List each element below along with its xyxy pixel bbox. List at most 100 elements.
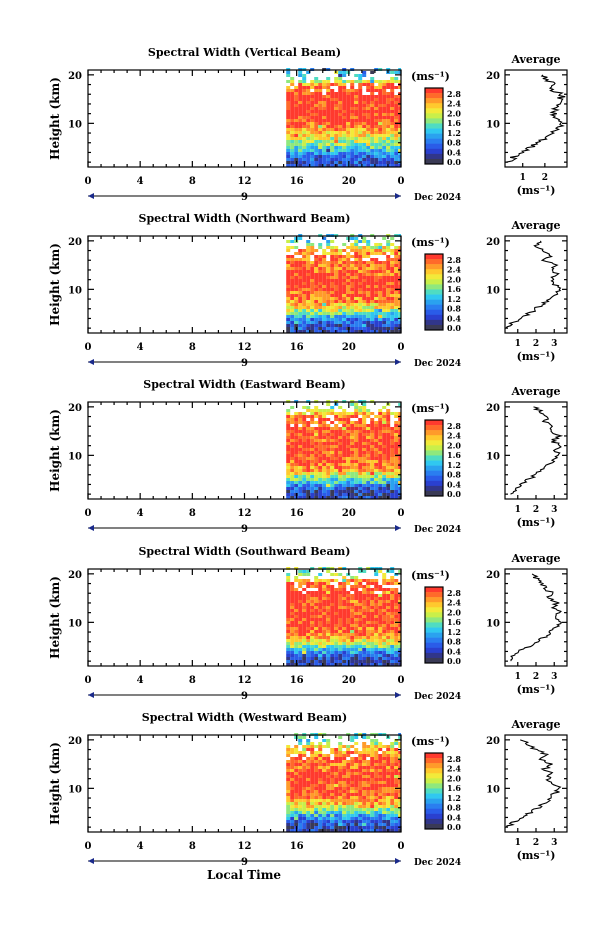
heatmap-cell xyxy=(322,421,327,424)
heatmap-cell xyxy=(370,463,375,466)
x-tick-label: 8 xyxy=(189,342,196,353)
heatmap-cell xyxy=(350,493,355,496)
heatmap-cell xyxy=(334,790,339,793)
heatmap-cell xyxy=(290,660,295,663)
heatmap-cell xyxy=(362,125,367,128)
heatmap-cell xyxy=(290,80,295,83)
heatmap-cell xyxy=(322,131,327,134)
heatmap-cell xyxy=(350,107,355,110)
heatmap-cell xyxy=(374,609,379,612)
heatmap-cell xyxy=(318,648,323,651)
heatmap-cell xyxy=(398,143,401,146)
heatmap-cell xyxy=(358,609,363,612)
heatmap-cell xyxy=(362,285,367,288)
heatmap-cell xyxy=(334,799,339,802)
heatmap-cell xyxy=(322,475,327,478)
heatmap-cell xyxy=(322,814,327,817)
heatmap-cell xyxy=(342,264,347,267)
heatmap-cell xyxy=(378,826,383,829)
heatmap-cell xyxy=(378,279,383,282)
heatmap-cell xyxy=(318,585,323,588)
heatmap-cell xyxy=(382,454,387,457)
heatmap-cell xyxy=(286,451,291,454)
heatmap-cell xyxy=(390,633,395,636)
heatmap-cell xyxy=(314,757,319,760)
heatmap-cell xyxy=(334,98,339,101)
heatmap-cell xyxy=(382,814,387,817)
heatmap-cell xyxy=(310,606,315,609)
heatmap-cell xyxy=(374,769,379,772)
heatmap-cell xyxy=(386,134,391,137)
heatmap-cell xyxy=(298,249,303,252)
heatmap-cell xyxy=(342,415,347,418)
heatmap-cell xyxy=(326,98,331,101)
heatmap-cell xyxy=(354,297,359,300)
heatmap-cell xyxy=(298,657,303,660)
heatmap-cell xyxy=(310,249,315,252)
heatmap-cell xyxy=(338,327,343,330)
heatmap-cell xyxy=(394,116,399,119)
heatmap-cell xyxy=(330,291,335,294)
heatmap-cell xyxy=(290,748,295,751)
heatmap-cell xyxy=(398,657,401,660)
heatmap-cell xyxy=(322,633,327,636)
heatmap-cell xyxy=(342,829,347,832)
heatmap-cell xyxy=(362,246,367,249)
heatmap-cell xyxy=(318,300,323,303)
heatmap-cell xyxy=(350,769,355,772)
heatmap-cell xyxy=(350,421,355,424)
heatmap-cell xyxy=(290,633,295,636)
heatmap-cell xyxy=(314,787,319,790)
heatmap-cell xyxy=(378,808,383,811)
heatmap-cell xyxy=(378,769,383,772)
heatmap-cell xyxy=(394,146,399,149)
heatmap-cell xyxy=(366,107,371,110)
heatmap-cell xyxy=(390,267,395,270)
heatmap-cell xyxy=(302,427,307,430)
heatmap-cell xyxy=(386,273,391,276)
heatmap-cell xyxy=(386,624,391,627)
heatmap-cell xyxy=(350,588,355,591)
heatmap-cell xyxy=(290,285,295,288)
heatmap-cell xyxy=(362,430,367,433)
heatmap-cell xyxy=(286,487,291,490)
heatmap-cell xyxy=(346,781,351,784)
colorbar-swatch xyxy=(425,435,443,441)
heatmap-cell xyxy=(390,823,395,826)
heatmap-cell xyxy=(366,579,371,582)
heatmap-cell xyxy=(390,745,395,748)
x-tick-label: 0 xyxy=(85,342,92,353)
heatmap-cell xyxy=(322,829,327,832)
heatmap-cell xyxy=(286,790,291,793)
heatmap-cell xyxy=(386,131,391,134)
heatmap-cell xyxy=(306,648,311,651)
heatmap-cell xyxy=(294,793,299,796)
heatmap-cell xyxy=(382,324,387,327)
heatmap-cell xyxy=(310,757,315,760)
heatmap-cell xyxy=(354,288,359,291)
heatmap-cell xyxy=(394,829,399,832)
heatmap-cell xyxy=(382,796,387,799)
heatmap-cell xyxy=(378,487,383,490)
heatmap-cell xyxy=(398,742,401,745)
heatmap-cell xyxy=(334,161,339,164)
heatmap-cell xyxy=(286,140,291,143)
heatmap-cell xyxy=(346,451,351,454)
heatmap-cell xyxy=(306,739,311,742)
heatmap-cell xyxy=(386,270,391,273)
heatmap-cell xyxy=(322,327,327,330)
heatmap-cell xyxy=(358,796,363,799)
heatmap-cell xyxy=(318,267,323,270)
heatmap-cell xyxy=(302,627,307,630)
heatmap-cell xyxy=(334,104,339,107)
heatmap-cell xyxy=(350,615,355,618)
heatmap-cell xyxy=(374,648,379,651)
heatmap-cell xyxy=(362,793,367,796)
heatmap-cell xyxy=(346,660,351,663)
heatmap-cell xyxy=(318,303,323,306)
heatmap-cell xyxy=(334,478,339,481)
heatmap-cell xyxy=(310,457,315,460)
heatmap-cell xyxy=(374,618,379,621)
heatmap-cell xyxy=(326,739,331,742)
heatmap-cell xyxy=(318,594,323,597)
